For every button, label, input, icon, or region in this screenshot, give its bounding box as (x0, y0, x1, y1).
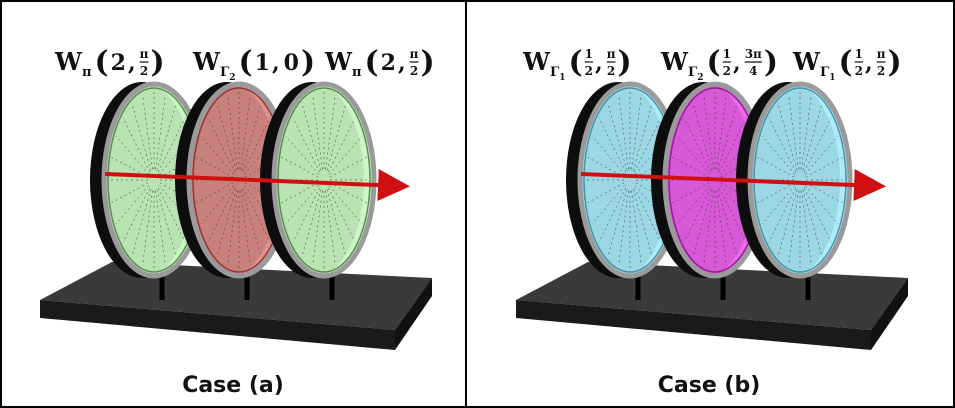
denominator: 2 (140, 64, 148, 78)
separator: , (733, 50, 741, 76)
numerator: 1 (585, 47, 593, 61)
plate-label: WΓ2(1,0) (192, 45, 315, 83)
denominator: 2 (607, 64, 615, 78)
denominator: 2 (855, 64, 863, 78)
separator: , (595, 50, 603, 76)
paren: ) (764, 45, 778, 80)
symbol: W (792, 47, 821, 76)
symbol: W (522, 47, 551, 76)
panel: Case (b)WΓ1(12,π2)WΓ2(12,3π4)WΓ1(12,π2) (516, 45, 908, 398)
paren: ) (150, 45, 164, 80)
symbol: W (192, 47, 221, 76)
paren: ) (420, 45, 434, 80)
paren: ( (568, 45, 582, 80)
numerator: 3π (745, 47, 762, 61)
paren: ( (364, 45, 378, 80)
symbol: W (660, 47, 689, 76)
numerator: 1 (855, 47, 863, 61)
caption: Case (b) (658, 373, 761, 398)
subscript-index: 1 (829, 73, 835, 83)
caption: Case (a) (182, 373, 284, 398)
numerator: 1 (723, 47, 731, 61)
argument: 2 (381, 50, 396, 76)
denominator: 2 (585, 64, 593, 78)
numerator: π (877, 47, 886, 61)
symbol: W (324, 47, 353, 76)
numerator: π (140, 47, 149, 61)
subscript: π (82, 65, 92, 80)
numerator: π (410, 47, 419, 61)
argument: 2 (111, 50, 126, 76)
paren: ( (94, 45, 108, 80)
paren: ( (706, 45, 720, 80)
paren: ) (301, 45, 315, 80)
separator: , (398, 50, 406, 76)
plate-label: WΓ1(12,π2) (792, 45, 902, 83)
subscript-index: 2 (697, 73, 703, 83)
subscript-index: 2 (229, 73, 235, 83)
separator: , (272, 50, 280, 76)
subscript-index: 1 (559, 73, 565, 83)
symbol: W (54, 47, 83, 76)
argument: 1 (255, 50, 270, 76)
paren: ) (617, 45, 631, 80)
denominator: 2 (877, 64, 885, 78)
paren: ( (838, 45, 852, 80)
diagram: Case (a)Wπ(2,π2)WΓ2(1,0)Wπ(2,π2)Case (b)… (0, 0, 955, 408)
separator: , (865, 50, 873, 76)
denominator: 2 (723, 64, 731, 78)
paren: ( (238, 45, 252, 80)
denominator: 2 (410, 64, 418, 78)
paren: ) (887, 45, 901, 80)
denominator: 4 (749, 64, 757, 78)
argument: 0 (284, 50, 299, 76)
numerator: π (607, 47, 616, 61)
subscript: π (352, 65, 362, 80)
separator: , (128, 50, 136, 76)
